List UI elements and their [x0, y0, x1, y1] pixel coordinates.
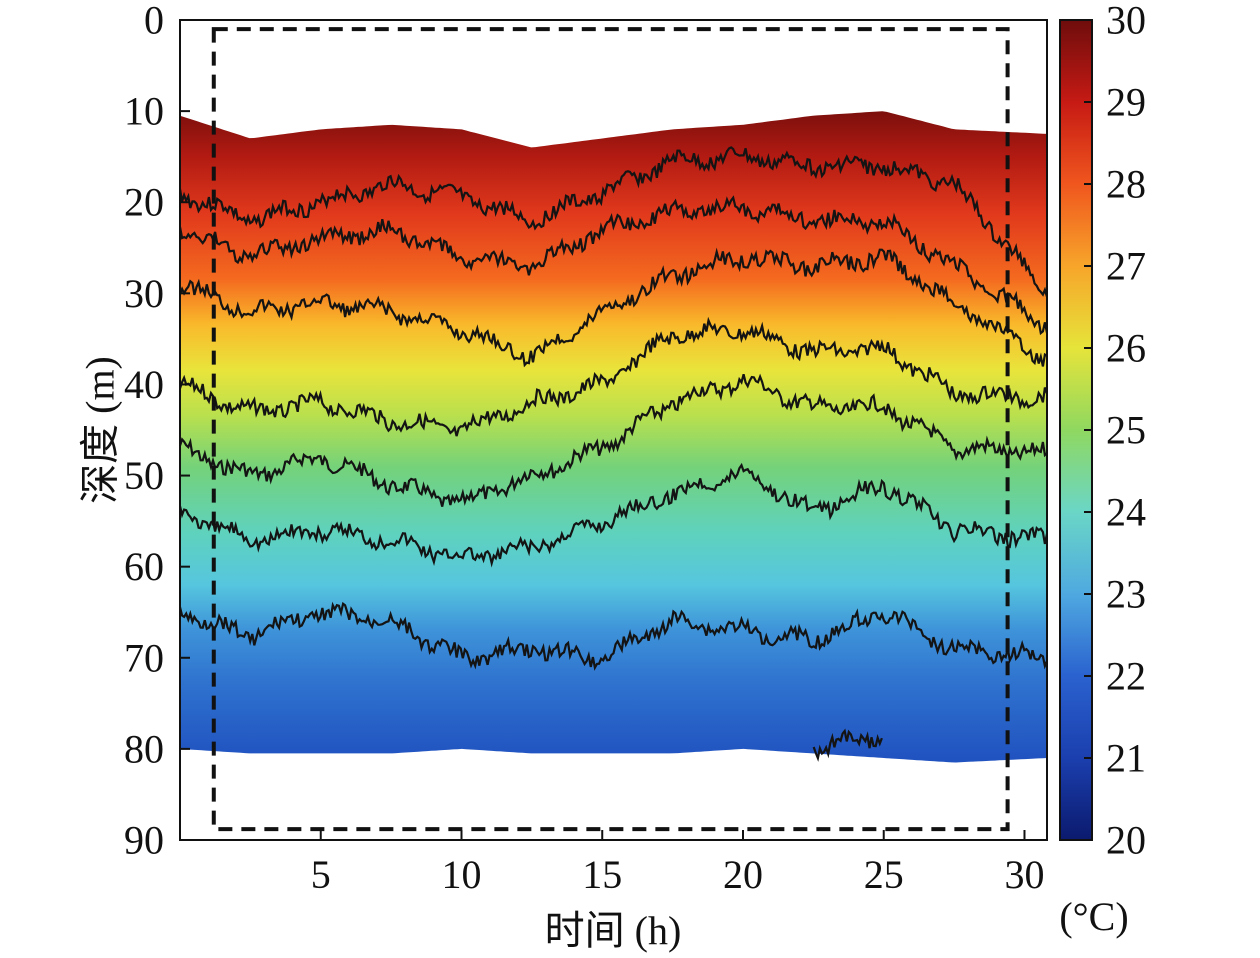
isotherm-line — [812, 728, 883, 762]
y-tick-label: 60 — [124, 544, 164, 589]
y-tick-label: 70 — [124, 635, 164, 680]
isotherm-line — [180, 462, 1047, 568]
colorbar-tick-label: 22 — [1106, 654, 1146, 699]
colorbar-tick-label: 27 — [1106, 244, 1146, 289]
isotherm-line — [180, 373, 1047, 507]
colorbar-label: (°C) — [1059, 894, 1128, 939]
y-tick-label: 80 — [124, 726, 164, 771]
dashed-annotation-box — [211, 27, 1010, 832]
y-tick-label: 90 — [124, 818, 164, 863]
y-tick-label: 40 — [124, 362, 164, 407]
colorbar-tick-label: 29 — [1106, 80, 1146, 125]
colorbar-tick-label: 20 — [1106, 818, 1146, 863]
isotherm-line — [180, 316, 1047, 437]
x-tick-label: 5 — [311, 852, 331, 897]
plot-frame — [179, 19, 1048, 841]
x-tick-label: 30 — [1004, 852, 1044, 897]
colorbar-tick-label: 30 — [1106, 0, 1146, 43]
colorbar-ticks: 20 21 22 23 24 25 26 27 28 29 30 — [1084, 0, 1146, 863]
y-tick-label: 20 — [124, 180, 164, 225]
y-tick-label: 30 — [124, 271, 164, 316]
colorbar-tick-label: 24 — [1106, 490, 1146, 535]
x-tick-label: 20 — [723, 852, 763, 897]
y-tick-label: 0 — [144, 0, 164, 43]
colorbar-tick-label: 28 — [1106, 162, 1146, 207]
x-tick-label: 25 — [864, 852, 904, 897]
x-axis-title: 时间 (h) — [545, 908, 682, 953]
x-tick-label: 10 — [441, 852, 481, 897]
temperature-field — [180, 111, 1047, 763]
x-axis: 5 10 15 20 25 30 — [311, 830, 1044, 897]
colorbar-tick-label: 25 — [1106, 408, 1146, 453]
y-axis-title: 深度 (m) — [78, 356, 123, 504]
y-tick-label: 10 — [124, 89, 164, 134]
isotherm-line — [180, 146, 1047, 298]
isotherm-line — [180, 195, 1047, 336]
colorbar-tick-label: 23 — [1106, 572, 1146, 617]
isotherm-line — [180, 247, 1047, 368]
colorbar-tick-label: 21 — [1106, 736, 1146, 781]
y-axis: 0 10 20 30 40 50 60 70 80 90 — [124, 0, 190, 863]
isotherm-layer — [180, 146, 1047, 762]
x-tick-label: 15 — [582, 852, 622, 897]
isotherm-line — [180, 601, 1047, 671]
y-tick-label: 50 — [124, 453, 164, 498]
colorbar-tick-label: 26 — [1106, 326, 1146, 371]
